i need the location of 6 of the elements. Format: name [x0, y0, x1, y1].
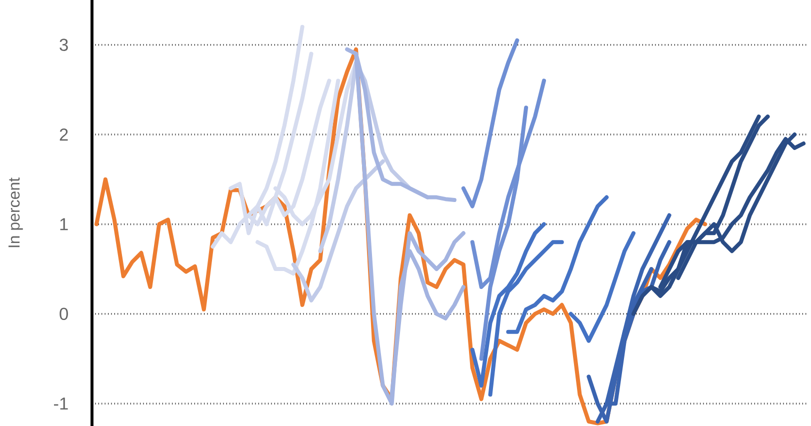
y-tick-label: 3: [60, 38, 68, 51]
y-tick-label: 1: [60, 218, 68, 230]
y-axis-title: In percent: [8, 178, 23, 248]
y-tick-label: -1: [54, 398, 68, 410]
y-tick-label: 2: [60, 128, 68, 141]
y-tick-label: 0: [60, 308, 68, 320]
